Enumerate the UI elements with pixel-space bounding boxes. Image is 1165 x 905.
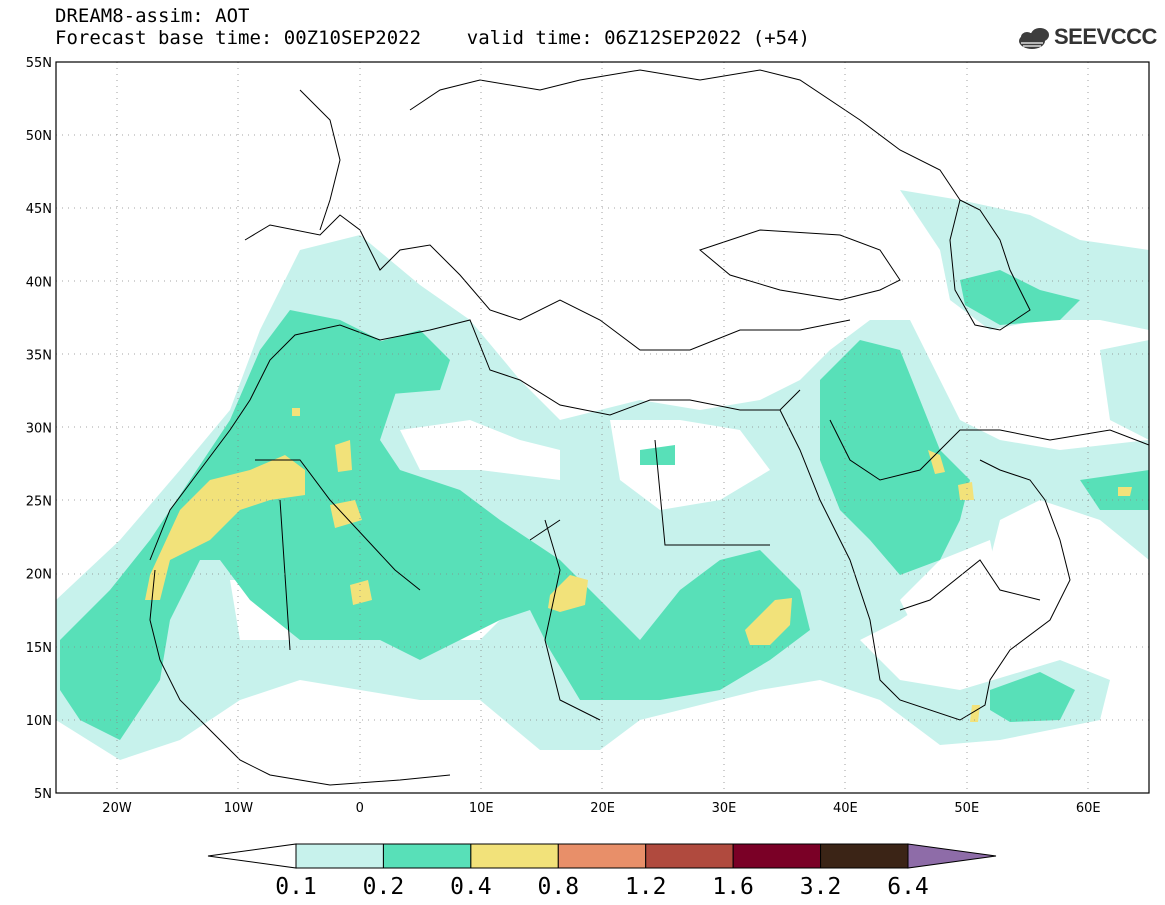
lon-tick-label: 60E bbox=[1076, 801, 1101, 816]
colorbar-high-arrow bbox=[907, 843, 997, 869]
lon-tick-label: 10E bbox=[469, 801, 494, 816]
colorbar-swatch bbox=[382, 843, 472, 869]
lat-tick-label: 10N bbox=[26, 714, 52, 729]
aot-field-0-2 bbox=[60, 270, 1149, 740]
logo-text: SEEVCCC bbox=[1054, 24, 1157, 49]
lon-tick-label: 20E bbox=[590, 801, 615, 816]
lon-tick-label: 40E bbox=[833, 801, 858, 816]
coastlines bbox=[149, 69, 1149, 786]
aot-field-0-4 bbox=[145, 408, 1132, 722]
colorbar-swatch bbox=[732, 843, 822, 869]
lat-tick-label: 25N bbox=[26, 495, 52, 510]
lat-tick-label: 50N bbox=[26, 129, 52, 144]
lat-tick-label: 55N bbox=[26, 56, 52, 71]
colorbar-swatch bbox=[295, 843, 384, 869]
colorbar-label: 1.2 bbox=[625, 874, 667, 900]
forecast-time-line: Forecast base time: 00Z10SEP2022 valid t… bbox=[55, 27, 810, 49]
seevccc-logo-icon bbox=[1019, 28, 1049, 49]
colorbar-swatch bbox=[820, 843, 909, 869]
lon-tick-label: 10W bbox=[224, 801, 254, 816]
lat-tick-label: 15N bbox=[26, 641, 52, 656]
lon-tick-label: 50E bbox=[954, 801, 979, 816]
colorbar-label: 0.2 bbox=[363, 874, 405, 900]
lon-tick-label: 20W bbox=[102, 801, 132, 816]
colorbar-label: 0.8 bbox=[538, 874, 580, 900]
colorbar-low-arrow bbox=[207, 843, 297, 869]
grid bbox=[56, 62, 1149, 793]
lat-tick-label: 30N bbox=[26, 422, 52, 437]
colorbar-label: 1.6 bbox=[712, 874, 754, 900]
colorbar-swatch bbox=[470, 843, 559, 869]
colorbar-label: 0.1 bbox=[275, 874, 317, 900]
lat-tick-label: 20N bbox=[26, 568, 52, 583]
lon-tick-label: 0 bbox=[356, 801, 364, 816]
colorbar-label: 0.4 bbox=[450, 874, 492, 900]
lat-tick-label: 5N bbox=[34, 787, 52, 802]
colorbar-label: 6.4 bbox=[887, 874, 929, 900]
lat-tick-label: 45N bbox=[26, 202, 52, 217]
map-title: DREAM8-assim: AOT bbox=[55, 5, 250, 27]
lat-tick-label: 35N bbox=[26, 348, 52, 363]
colorbar-swatch bbox=[557, 843, 647, 869]
lat-tick-label: 40N bbox=[26, 275, 52, 290]
lon-tick-label: 30E bbox=[712, 801, 737, 816]
map-frame bbox=[55, 61, 1150, 794]
colorbar-label: 3.2 bbox=[800, 874, 842, 900]
colorbar: 0.1 0.2 0.4 0.8 1.2 1.6 3.2 6.4 bbox=[207, 843, 997, 900]
colorbar-swatch bbox=[645, 843, 734, 869]
